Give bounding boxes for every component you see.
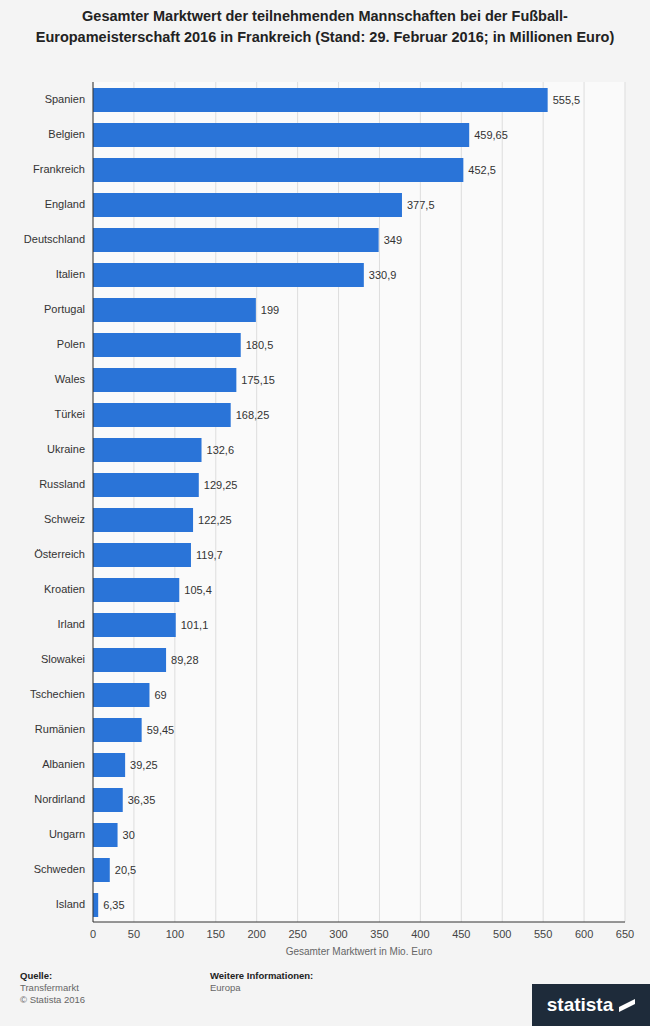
svg-text:105,4: 105,4: [184, 584, 212, 596]
svg-text:Belgien: Belgien: [48, 128, 85, 140]
svg-text:39,25: 39,25: [130, 759, 158, 771]
svg-text:132,6: 132,6: [207, 444, 235, 456]
svg-text:400: 400: [411, 928, 429, 940]
svg-text:Kroatien: Kroatien: [44, 583, 85, 595]
svg-text:Tschechien: Tschechien: [30, 688, 85, 700]
svg-text:Island: Island: [56, 898, 85, 910]
html-text:Transfermarkt: Transfermarkt: [20, 982, 79, 993]
svg-text:Ukraine: Ukraine: [47, 443, 85, 455]
html-text:Weitere Informationen:: Weitere Informationen:: [210, 970, 314, 981]
svg-text:100: 100: [166, 928, 184, 940]
svg-text:199: 199: [261, 304, 279, 316]
html-text:Europa: Europa: [210, 982, 241, 993]
svg-text:Rumänien: Rumänien: [35, 723, 85, 735]
html-text:Gesamter Marktwert der teilneh: Gesamter Marktwert der teilnehmenden Man…: [35, 8, 615, 45]
svg-text:175,15: 175,15: [241, 374, 275, 386]
svg-text:36,35: 36,35: [128, 794, 156, 806]
svg-text:Schweden: Schweden: [34, 863, 85, 875]
svg-text:Deutschland: Deutschland: [24, 233, 85, 245]
svg-text:50: 50: [128, 928, 140, 940]
svg-text:500: 500: [493, 928, 511, 940]
svg-text:England: England: [45, 198, 85, 210]
svg-text:122,25: 122,25: [198, 514, 232, 526]
html-text:Quelle:: Quelle:: [20, 970, 53, 981]
svg-text:20,5: 20,5: [115, 864, 136, 876]
svg-text:Slowakei: Slowakei: [41, 653, 85, 665]
svg-text:Gesamter Marktwert in Mio. Eur: Gesamter Marktwert in Mio. Euro: [286, 946, 433, 957]
svg-text:550: 550: [534, 928, 552, 940]
svg-text:200: 200: [248, 928, 266, 940]
svg-text:450: 450: [452, 928, 470, 940]
html-text:statista: statista: [546, 994, 614, 1015]
svg-text:Ungarn: Ungarn: [49, 828, 85, 840]
svg-text:119,7: 119,7: [196, 549, 223, 561]
svg-text:69: 69: [154, 689, 166, 701]
svg-text:Schweiz: Schweiz: [44, 513, 85, 525]
svg-text:150: 150: [207, 928, 225, 940]
svg-text:Polen: Polen: [57, 338, 85, 350]
svg-text:Frankreich: Frankreich: [33, 163, 85, 175]
svg-text:650: 650: [616, 928, 634, 940]
svg-text:250: 250: [288, 928, 306, 940]
svg-text:Österreich: Österreich: [34, 548, 85, 560]
svg-text:0: 0: [90, 928, 96, 940]
svg-text:Albanien: Albanien: [42, 758, 85, 770]
svg-text:59,45: 59,45: [147, 724, 175, 736]
svg-text:600: 600: [575, 928, 593, 940]
svg-text:350: 350: [370, 928, 388, 940]
svg-text:Portugal: Portugal: [44, 303, 85, 315]
svg-text:Türkei: Türkei: [54, 408, 85, 420]
svg-text:330,9: 330,9: [369, 269, 397, 281]
svg-text:6,35: 6,35: [103, 899, 124, 911]
svg-text:Spanien: Spanien: [45, 93, 85, 105]
svg-text:452,5: 452,5: [468, 164, 496, 176]
svg-text:168,25: 168,25: [236, 409, 270, 421]
svg-text:Russland: Russland: [39, 478, 85, 490]
svg-text:377,5: 377,5: [407, 199, 435, 211]
svg-text:89,28: 89,28: [171, 654, 199, 666]
svg-text:Wales: Wales: [55, 373, 86, 385]
html-text:© Statista 2016: © Statista 2016: [20, 994, 86, 1005]
svg-text:Irland: Irland: [57, 618, 85, 630]
svg-text:101,1: 101,1: [181, 619, 209, 631]
svg-text:Italien: Italien: [56, 268, 85, 280]
svg-text:349: 349: [384, 234, 402, 246]
svg-text:555,5: 555,5: [553, 94, 581, 106]
svg-text:459,65: 459,65: [474, 129, 508, 141]
svg-text:30: 30: [123, 829, 135, 841]
svg-text:180,5: 180,5: [246, 339, 274, 351]
svg-text:129,25: 129,25: [204, 479, 238, 491]
svg-text:300: 300: [329, 928, 347, 940]
svg-text:Nordirland: Nordirland: [34, 793, 85, 805]
